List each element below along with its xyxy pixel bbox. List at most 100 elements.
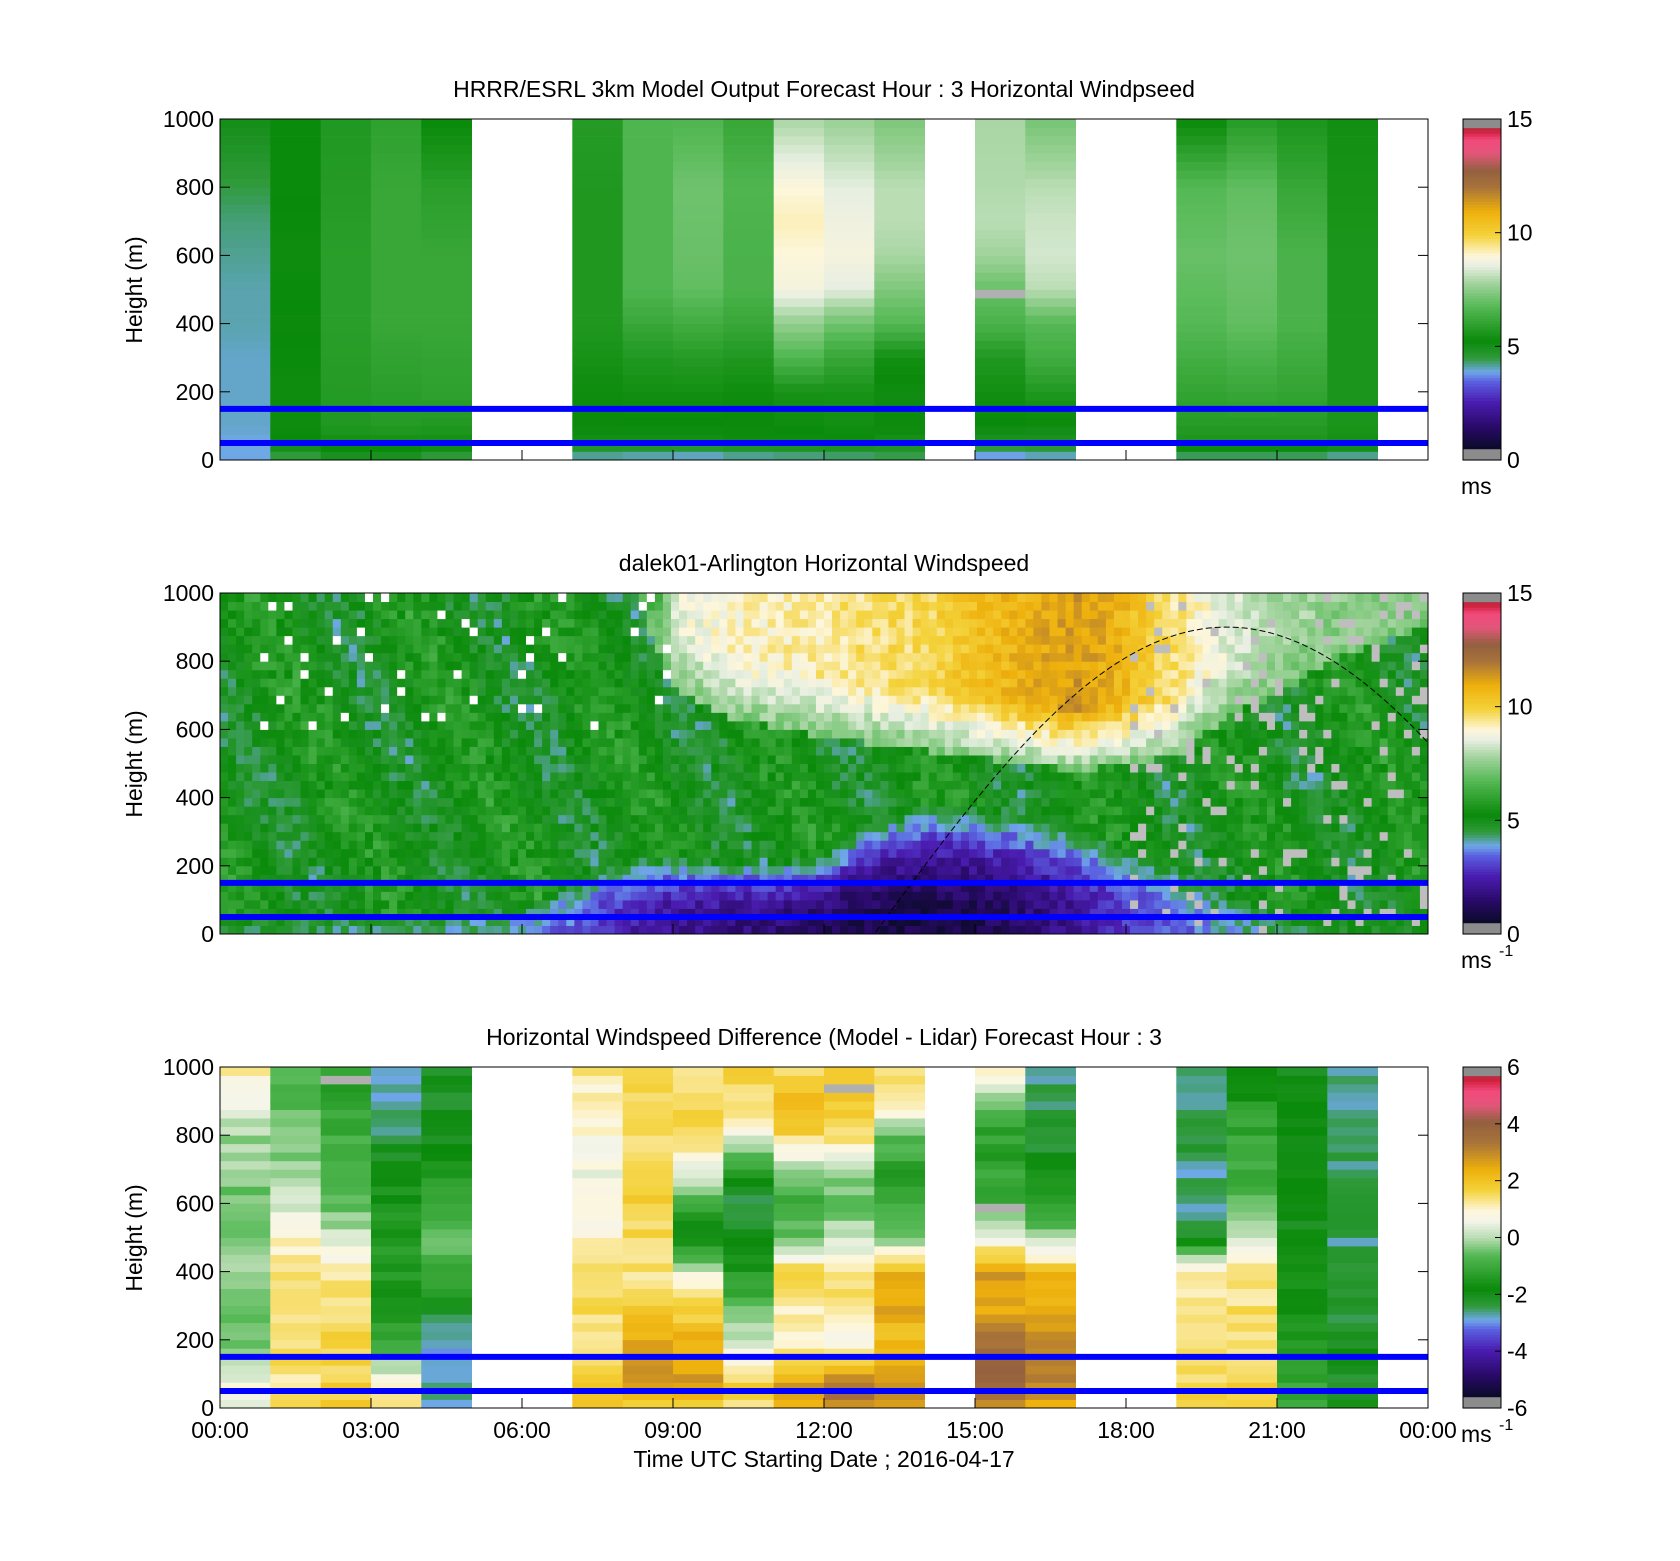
model-cell (773, 255, 825, 265)
lidar-cell (719, 763, 728, 773)
lidar-cell (679, 789, 688, 799)
lidar-cell (542, 703, 551, 713)
lidar-cell (670, 865, 680, 875)
lidar-cell (735, 763, 744, 773)
lidar-cell (566, 695, 575, 705)
lidar-cell (324, 899, 334, 909)
lidar-cell (268, 610, 277, 620)
lidar-cell (1009, 925, 1018, 934)
model-cell (773, 178, 825, 188)
lidar-cell (1009, 593, 1018, 603)
lidar-cell (1017, 840, 1026, 850)
lidar-cell (324, 908, 334, 918)
lidar-cell (977, 712, 986, 722)
lidar-cell (236, 865, 245, 875)
lidar-cell (824, 754, 833, 765)
lidar-cell (952, 857, 962, 867)
lidar-cell (1033, 635, 1042, 645)
colorbar-swatch (1463, 195, 1501, 200)
lidar-cell (687, 593, 696, 603)
lidar-cell (968, 789, 978, 799)
lidar-cell (936, 908, 946, 918)
lidar-cell (445, 823, 455, 833)
lidar-cell (389, 857, 398, 867)
lidar-cell (542, 644, 551, 654)
lidar-cell (936, 882, 946, 892)
lidar-cell (783, 882, 793, 892)
lidar-cell (485, 857, 495, 867)
lidar-cell (501, 661, 511, 671)
lidar-cell (840, 831, 849, 841)
lidar-cell (268, 848, 277, 858)
lidar-cell (1033, 789, 1042, 799)
model-cell (622, 417, 674, 427)
model-cell (572, 187, 623, 197)
lidar-cell (582, 627, 591, 637)
lidar-cell (960, 627, 970, 637)
model-cell (673, 281, 724, 290)
lidar-cell (220, 874, 229, 884)
lidar-cell (509, 797, 519, 807)
lidar-cell (936, 720, 946, 730)
lidar-cell (574, 729, 583, 739)
lidar-cell (244, 601, 253, 611)
lidar-cell (1001, 720, 1010, 730)
lidar-cell (582, 823, 591, 833)
colorbar-swatch (1463, 221, 1501, 225)
lidar-cell (832, 737, 841, 747)
lidar-cell (896, 686, 906, 696)
lidar-cell (324, 848, 334, 858)
model-cell (1327, 178, 1378, 188)
lidar-cell (928, 823, 938, 833)
lidar-cell (485, 678, 495, 688)
lidar-cell (381, 618, 390, 628)
lidar-cell (220, 908, 229, 918)
model-cell (220, 451, 271, 460)
lidar-cell (960, 712, 970, 722)
lidar-cell (477, 635, 487, 645)
lidar-cell (445, 806, 455, 816)
lidar-cell (268, 874, 277, 884)
model-cell (572, 272, 623, 282)
lidar-cell (654, 916, 664, 926)
lidar-cell (220, 916, 229, 926)
lidar-cell (348, 763, 358, 773)
lidar-cell (292, 618, 302, 628)
model-cell (371, 170, 422, 180)
lidar-cell (340, 695, 350, 705)
lidar-cell (1009, 882, 1018, 892)
lidar-cell (316, 610, 326, 620)
lidar-cell (534, 635, 543, 645)
lidar-cell (381, 882, 390, 892)
lidar-cell (558, 908, 567, 918)
lidar-cell (687, 797, 696, 807)
lidar-cell (453, 754, 463, 765)
model-cell (371, 425, 422, 435)
lidar-cell (735, 610, 744, 620)
lidar-cell (236, 806, 245, 816)
lidar-cell (638, 908, 648, 918)
lidar-cell (952, 806, 962, 816)
lidar-cell (727, 669, 736, 679)
lidar-cell (453, 669, 463, 679)
lidar-cell (324, 891, 334, 901)
model-cell (975, 349, 1026, 359)
lidar-cell (751, 754, 761, 765)
lidar-cell (670, 908, 680, 918)
lidar-cell (381, 780, 390, 790)
lidar-cell (824, 703, 833, 713)
lidar-cell (872, 891, 881, 901)
lidar-cell (743, 703, 753, 713)
lidar-cell (574, 763, 583, 773)
lidar-cell (1001, 644, 1010, 654)
lidar-cell (598, 627, 608, 637)
model-cell (220, 298, 271, 307)
lidar-cell (985, 627, 994, 637)
lidar-cell (340, 712, 350, 722)
lidar-cell (759, 695, 769, 705)
lidar-cell (348, 712, 358, 722)
lidar-cell (300, 661, 310, 671)
lidar-cell (517, 737, 527, 747)
lidar-cell (928, 686, 938, 696)
lidar-cell (832, 908, 841, 918)
